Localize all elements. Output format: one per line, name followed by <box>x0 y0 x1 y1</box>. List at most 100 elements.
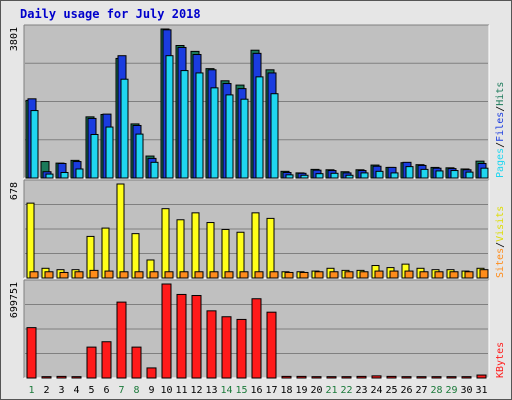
bar-pages-day-2 <box>45 173 54 179</box>
bar-kbytes-day-28 <box>431 376 442 379</box>
bar-pages-day-18 <box>285 174 294 179</box>
bar-kbytes-day-15 <box>236 318 247 379</box>
bar-sites-day-23 <box>359 271 369 279</box>
x-tick-label-28: 28 <box>430 385 442 396</box>
bar-kbytes-day-13 <box>206 310 217 379</box>
bar-kbytes-day-14 <box>221 316 232 379</box>
legend-kbytes: KBytes <box>495 342 506 378</box>
bar-pages-day-11 <box>180 70 189 179</box>
x-tick-label-13: 13 <box>205 385 217 396</box>
bar-kbytes-day-9 <box>146 367 157 379</box>
x-tick-label-23: 23 <box>355 385 367 396</box>
bar-pages-day-23 <box>360 172 369 179</box>
x-tick-label-17: 17 <box>265 385 277 396</box>
bar-pages-day-24 <box>375 170 384 179</box>
bar-kbytes-day-1 <box>26 327 37 379</box>
bar-kbytes-day-24 <box>371 375 382 379</box>
bar-kbytes-day-2 <box>41 376 52 379</box>
bar-pages-day-25 <box>390 172 399 179</box>
x-tick-label-14: 14 <box>220 385 232 396</box>
bar-sites-day-3 <box>59 271 69 279</box>
bar-kbytes-day-3 <box>56 375 67 379</box>
bar-kbytes-day-31 <box>476 374 487 379</box>
bar-sites-day-24 <box>374 270 384 279</box>
bar-pages-day-26 <box>405 166 414 179</box>
legend-entry: / <box>495 106 506 112</box>
bar-sites-day-17 <box>269 271 279 279</box>
legend-entry: Visits <box>495 206 506 242</box>
x-tick-label-5: 5 <box>88 385 94 396</box>
bar-sites-day-7 <box>119 271 129 279</box>
x-tick-label-19: 19 <box>295 385 307 396</box>
bar-sites-day-10 <box>164 271 174 279</box>
bar-pages-day-20 <box>315 173 324 179</box>
bar-sites-day-11 <box>179 271 189 279</box>
bar-pages-day-21 <box>330 172 339 179</box>
bar-kbytes-day-12 <box>191 295 202 379</box>
bar-kbytes-day-21 <box>326 376 337 379</box>
bar-pages-day-7 <box>120 78 129 179</box>
y-max-label: 3801 <box>9 27 20 51</box>
x-tick-label-9: 9 <box>148 385 154 396</box>
bar-pages-day-14 <box>225 94 234 179</box>
bar-pages-day-30 <box>465 171 474 179</box>
bar-kbytes-day-6 <box>101 341 112 379</box>
bar-sites-day-12 <box>194 271 204 279</box>
x-tick-label-29: 29 <box>445 385 457 396</box>
bar-sites-day-29 <box>449 271 459 279</box>
bar-sites-day-4 <box>74 271 84 279</box>
bar-sites-day-30 <box>464 271 474 279</box>
bar-kbytes-day-11 <box>176 293 187 379</box>
legend-hits-files-pages: Pages/Files/Hits <box>495 82 506 178</box>
bar-kbytes-day-19 <box>296 375 307 379</box>
bar-pages-day-4 <box>75 168 84 179</box>
bar-pages-day-29 <box>450 170 459 179</box>
bar-kbytes-day-22 <box>341 376 352 379</box>
x-tick-label-1: 1 <box>28 385 34 396</box>
bar-sites-day-26 <box>404 270 414 279</box>
legend-entry: Pages <box>495 148 506 178</box>
bar-pages-day-13 <box>210 87 219 179</box>
x-tick-label-11: 11 <box>175 385 187 396</box>
bar-sites-day-16 <box>254 271 264 279</box>
y-max-label: 699751 <box>9 282 20 318</box>
bar-kbytes-day-7 <box>116 301 127 379</box>
bar-sites-day-8 <box>134 271 144 279</box>
legend-visits-sites: Sites/Visits <box>495 206 506 278</box>
x-tick-label-24: 24 <box>370 385 382 396</box>
bar-pages-day-12 <box>195 72 204 179</box>
bar-sites-day-14 <box>224 271 234 279</box>
x-tick-label-10: 10 <box>160 385 172 396</box>
legend-entry: Sites <box>495 248 506 278</box>
x-tick-label-8: 8 <box>133 385 139 396</box>
bar-kbytes-day-27 <box>416 376 427 379</box>
x-tick-label-30: 30 <box>460 385 472 396</box>
x-tick-label-21: 21 <box>325 385 337 396</box>
bar-sites-day-13 <box>209 271 219 279</box>
x-tick-label-31: 31 <box>475 385 487 396</box>
bar-pages-day-27 <box>420 168 429 179</box>
x-tick-label-15: 15 <box>235 385 247 396</box>
bar-pages-day-22 <box>345 174 354 179</box>
bar-pages-day-16 <box>255 76 264 179</box>
legend-entry: Hits <box>495 82 506 106</box>
x-tick-label-20: 20 <box>310 385 322 396</box>
x-tick-label-2: 2 <box>43 385 49 396</box>
bar-pages-day-31 <box>480 167 489 179</box>
chart-title: Daily usage for July 2018 <box>20 7 201 21</box>
bar-sites-day-21 <box>329 271 339 279</box>
bar-pages-day-1 <box>30 110 39 179</box>
bar-kbytes-day-23 <box>356 375 367 379</box>
legend-entry: Files <box>495 112 506 142</box>
legend-entry: / <box>495 142 506 148</box>
x-tick-label-27: 27 <box>415 385 427 396</box>
bar-sites-day-25 <box>389 270 399 279</box>
bar-kbytes-day-4 <box>71 376 82 379</box>
bar-kbytes-day-18 <box>281 375 292 379</box>
bar-pages-day-17 <box>270 93 279 179</box>
bar-sites-day-19 <box>299 271 309 279</box>
panel-kbytes: 699751 KBytes <box>9 279 506 379</box>
legend-entry: / <box>495 242 506 248</box>
bar-pages-day-15 <box>240 98 249 179</box>
